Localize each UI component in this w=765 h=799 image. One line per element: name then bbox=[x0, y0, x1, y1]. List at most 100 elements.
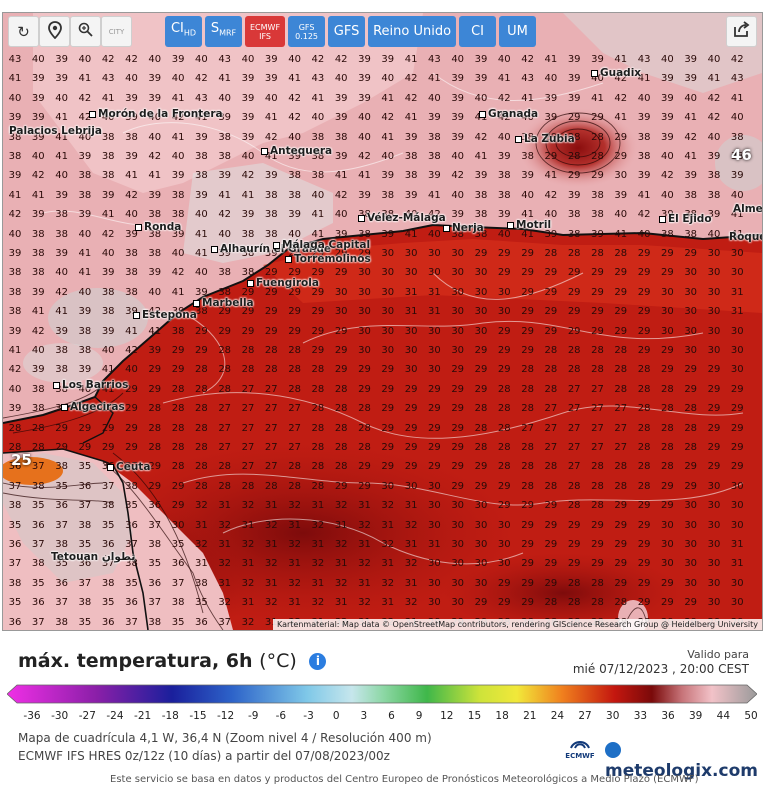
city-label: Alhaurín el Grande bbox=[211, 243, 331, 255]
city-label: Guadix bbox=[591, 67, 641, 79]
model-button-ci-hd[interactable]: CIHD bbox=[165, 16, 202, 47]
data-source-footer: Este servicio se basa en datos y product… bbox=[110, 774, 699, 785]
share-button[interactable] bbox=[726, 16, 757, 47]
color-scale-tick: -24 bbox=[106, 710, 124, 722]
model-selector: CIHD SMRF ECMWF IFS GFS 0.125 GFS Reino Un… bbox=[165, 16, 537, 47]
valid-label: Valido para bbox=[687, 648, 749, 661]
city-label: Algeciras bbox=[61, 401, 125, 413]
city-label: Torremolinos bbox=[285, 253, 371, 265]
city-label: Los Barrios bbox=[53, 379, 128, 391]
city-label: Palacios Lebrija bbox=[9, 125, 102, 137]
model-sub: MRF bbox=[219, 28, 237, 38]
color-scale-tick: 33 bbox=[633, 710, 648, 722]
model-label: Reino Unido bbox=[373, 23, 452, 39]
location-button[interactable] bbox=[39, 16, 70, 47]
color-scale-tick: -30 bbox=[51, 710, 69, 722]
color-scale-tick: -21 bbox=[134, 710, 152, 722]
color-scale-tick: 24 bbox=[550, 710, 565, 722]
color-scale-tick: 9 bbox=[415, 710, 423, 722]
brand-text: meteologix.com bbox=[605, 761, 758, 781]
city-label: Marbella bbox=[193, 297, 254, 309]
color-scale-tick: -6 bbox=[275, 710, 287, 722]
color-scale-tick: 36 bbox=[661, 710, 675, 722]
model-label: S bbox=[210, 21, 220, 37]
model-label: CI bbox=[471, 23, 484, 39]
city-label: Vélez-Málaga bbox=[358, 212, 446, 224]
city-label: Tetouan تطوان bbox=[51, 551, 136, 563]
color-scale-tick: -3 bbox=[303, 710, 314, 722]
color-scale-tick: -9 bbox=[247, 710, 259, 722]
city-label: El Ejido bbox=[659, 213, 712, 225]
city-label: Roquetas de Mar bbox=[729, 231, 762, 243]
city-label: La Zubia bbox=[515, 133, 575, 145]
color-scale-tick: 39 bbox=[689, 710, 703, 722]
zoom-button[interactable] bbox=[70, 16, 101, 47]
city-label: Ronda bbox=[135, 221, 181, 233]
ecmwf-logo-text: ECMWF bbox=[565, 752, 595, 760]
temperature-field bbox=[3, 13, 762, 630]
color-scale-tick: 18 bbox=[495, 710, 509, 722]
model-label: GFS bbox=[298, 22, 315, 32]
ecmwf-logo[interactable]: ECMWF bbox=[565, 738, 595, 760]
share-icon bbox=[733, 21, 750, 42]
city-label: Fuengirola bbox=[247, 277, 319, 289]
color-scale-tick: 12 bbox=[440, 710, 454, 722]
color-scale-tick: 30 bbox=[606, 710, 620, 722]
color-scale-tick: 6 bbox=[388, 710, 395, 722]
meteologix-logo-icon bbox=[605, 742, 621, 758]
model-button-gfs-0125[interactable]: GFS 0.125 bbox=[288, 16, 326, 47]
city-label: Motril bbox=[507, 219, 551, 231]
valid-date: mié 07/12/2023 , 20:00 CEST bbox=[572, 662, 749, 676]
refresh-icon: ↻ bbox=[17, 22, 30, 41]
model-button-gfs[interactable]: GFS bbox=[328, 16, 366, 47]
city-toggle-button[interactable]: CITY bbox=[101, 16, 132, 47]
color-scale-tick: 21 bbox=[523, 710, 537, 722]
legend-title-text: máx. temperatura, 6h bbox=[18, 650, 253, 672]
city-label: Antequera bbox=[261, 145, 332, 157]
legend-unit: (°C) bbox=[259, 650, 297, 672]
color-scale-tick: -12 bbox=[216, 710, 235, 722]
grid-info: Mapa de cuadrícula 4,1 W, 36,4 N (Zoom n… bbox=[18, 731, 432, 745]
refresh-button[interactable]: ↻ bbox=[8, 16, 39, 47]
city-label: Almería bbox=[733, 203, 763, 215]
city-label: Estepona bbox=[133, 309, 197, 321]
model-sub: HD bbox=[183, 28, 197, 38]
model-button-s-mrf[interactable]: SMRF bbox=[205, 16, 242, 47]
color-scale-tick: 3 bbox=[360, 710, 368, 722]
model-button-ci[interactable]: CI bbox=[459, 16, 497, 47]
color-scale-tick: -18 bbox=[161, 710, 179, 722]
color-scale-tick: -27 bbox=[78, 710, 96, 722]
model-label: ECMWF bbox=[250, 22, 281, 32]
color-scale-bar bbox=[7, 684, 757, 704]
color-scale-tick: 44 bbox=[716, 710, 731, 722]
map-toolbar: ↻ CITY bbox=[8, 16, 132, 47]
legend-title: máx. temperatura, 6h (°C) i bbox=[18, 650, 327, 672]
color-scale-tick: 27 bbox=[578, 710, 592, 722]
color-scale-tick: 0 bbox=[332, 710, 340, 722]
model-sub: IFS bbox=[259, 31, 271, 41]
model-sub: 0.125 bbox=[295, 31, 319, 41]
model-label: UM bbox=[507, 23, 528, 39]
info-icon[interactable]: i bbox=[309, 653, 327, 670]
model-button-ecmwf-ifs[interactable]: ECMWF IFS bbox=[245, 16, 286, 47]
temperature-map[interactable]: 43 40 39 40 42 42 40 39 40 43 40 39 40 42 42 39 39 41 43 40… bbox=[2, 12, 763, 631]
location-pin-icon bbox=[47, 20, 62, 43]
model-button-reino-unido[interactable]: Reino Unido bbox=[368, 16, 457, 47]
zoom-icon bbox=[78, 22, 93, 41]
color-scale-tick: -36 bbox=[23, 710, 41, 722]
callout-value: 25 bbox=[11, 451, 32, 469]
color-scale-tick: 15 bbox=[467, 710, 482, 722]
city-label: Morón de la Frontera bbox=[89, 108, 223, 120]
callout-value: 46 bbox=[731, 146, 752, 164]
meteologix-logo[interactable]: meteologix.com bbox=[605, 741, 765, 781]
color-scale-tick: -15 bbox=[189, 710, 207, 722]
model-run-info: ECMWF IFS HRES 0z/12z (10 días) a partir… bbox=[18, 749, 390, 763]
model-button-um[interactable]: UM bbox=[499, 16, 537, 47]
city-label: Ceuta bbox=[107, 461, 150, 473]
model-label: CI bbox=[170, 21, 184, 37]
model-label: GFS bbox=[333, 23, 360, 39]
city-label: Nerja bbox=[443, 222, 484, 234]
city-label: Granada bbox=[479, 108, 538, 120]
color-scale-ticks: -36 -30 -27 -24 -21 -18 -15 -12 -9 -6 -3 0 3 6 9 12 15 18… bbox=[0, 710, 765, 724]
map-attribution: Kartenmaterial: Map data © OpenStreetMap… bbox=[272, 619, 762, 630]
